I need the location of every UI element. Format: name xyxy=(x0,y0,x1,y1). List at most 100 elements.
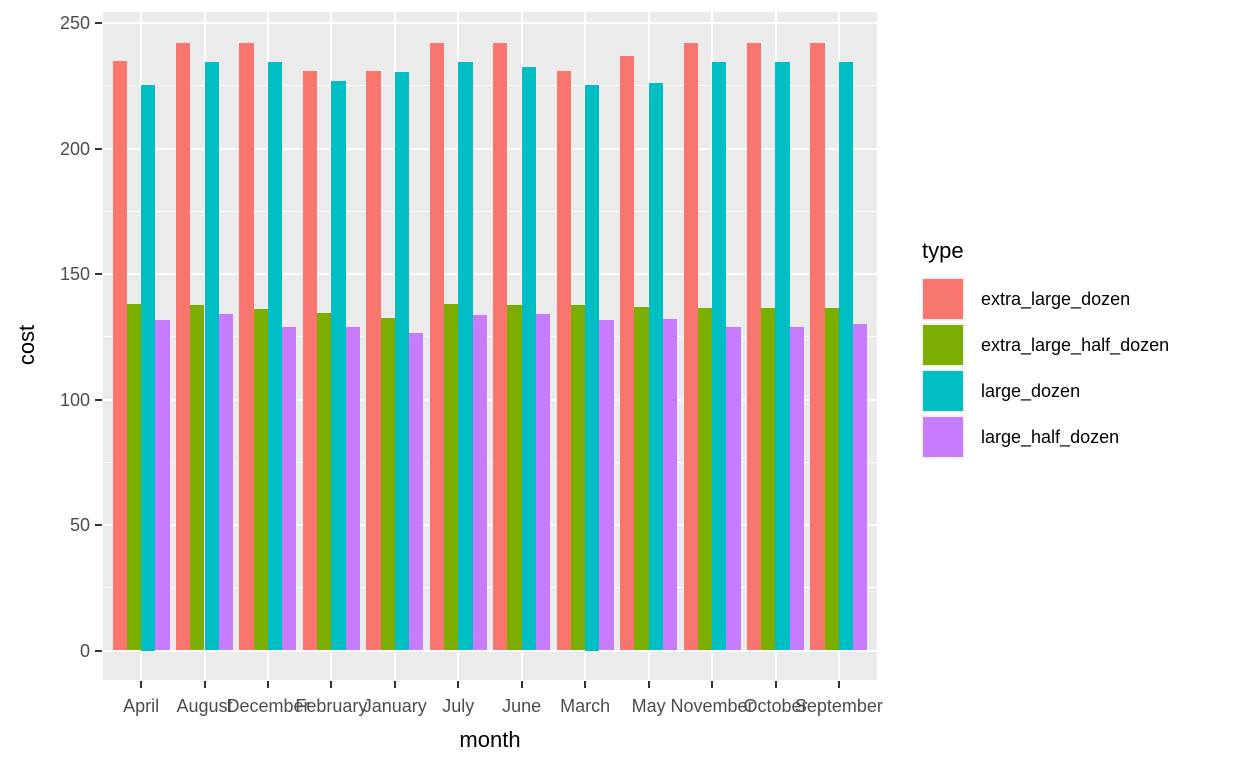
plot-panel xyxy=(103,12,877,680)
bar-large_half_dozen-march xyxy=(599,320,614,651)
x-tick-mark-august xyxy=(203,681,206,688)
gridline-major-y-50 xyxy=(103,524,877,526)
bar-extra_large_dozen-september xyxy=(810,43,825,651)
bar-extra_large_dozen-april xyxy=(112,60,127,651)
bar-large_dozen-november xyxy=(712,61,727,651)
gridline-major-y-150 xyxy=(103,273,877,275)
bar-extra_large_half_dozen-june xyxy=(507,305,522,651)
bar-large_half_dozen-september xyxy=(853,324,868,651)
legend-swatch-extra_large_dozen xyxy=(923,279,963,319)
y-tick-label-200: 200 xyxy=(59,138,90,159)
legend-label-large_half_dozen: large_half_dozen xyxy=(981,427,1120,447)
bar-extra_large_half_dozen-november xyxy=(697,307,713,651)
bar-large_dozen-january xyxy=(394,71,410,651)
x-tick-label-may: May xyxy=(631,696,666,716)
legend-label-large_dozen: large_dozen xyxy=(981,381,1081,401)
y-tick-mark-250 xyxy=(95,22,102,24)
x-tick-mark-march xyxy=(584,681,587,688)
x-tick-label-september: September xyxy=(794,696,883,716)
legend-key-large_half_dozen xyxy=(921,415,965,459)
bar-extra_large_dozen-october xyxy=(746,43,762,651)
gridline-minor-y-25 xyxy=(103,587,877,589)
bar-large_dozen-june xyxy=(521,66,536,651)
legend-swatch-large_dozen xyxy=(923,371,963,411)
bar-extra_large_dozen-march xyxy=(556,70,571,651)
legend-key-extra_large_dozen xyxy=(921,277,965,321)
x-tick-mark-may xyxy=(647,681,650,688)
x-tick-label-august: August xyxy=(176,696,233,716)
x-tick-mark-january xyxy=(393,681,396,688)
bar-extra_large_dozen-august xyxy=(175,43,191,651)
bar-large_half_dozen-july xyxy=(472,315,487,651)
bar-extra_large_half_dozen-august xyxy=(190,305,205,651)
bar-large_dozen-december xyxy=(267,61,283,651)
bar-large_half_dozen-august xyxy=(218,314,234,651)
bar-extra_large_dozen-december xyxy=(239,43,254,651)
gridline-major-y-200 xyxy=(103,147,877,150)
bar-extra_large_half_dozen-may xyxy=(634,306,649,651)
bar-large_dozen-may xyxy=(648,83,663,651)
bar-extra_large_half_dozen-march xyxy=(570,305,586,651)
bar-large_dozen-october xyxy=(775,61,790,651)
x-tick-label-july: July xyxy=(442,696,475,716)
x-tick-mark-april xyxy=(140,681,143,688)
x-tick-mark-february xyxy=(330,681,333,688)
x-tick-mark-october xyxy=(774,681,777,688)
bar-extra_large_half_dozen-april xyxy=(126,304,142,651)
x-tick-label-april: April xyxy=(123,696,160,716)
bar-large_dozen-july xyxy=(458,61,473,651)
x-tick-label-february: February xyxy=(295,696,368,716)
bar-large_dozen-march xyxy=(585,84,600,651)
bar-large_dozen-august xyxy=(204,61,219,651)
gridline-minor-y-175 xyxy=(103,210,877,212)
x-tick-label-october: October xyxy=(743,696,808,716)
bar-large_dozen-april xyxy=(141,84,156,651)
bar-extra_large_dozen-february xyxy=(302,70,318,651)
y-tick-mark-100 xyxy=(95,398,102,401)
bar-extra_large_half_dozen-january xyxy=(380,317,395,651)
y-tick-label-0: 0 xyxy=(79,640,90,661)
gridline-major-y-100 xyxy=(103,398,877,401)
x-tick-mark-september xyxy=(837,681,840,688)
x-tick-mark-july xyxy=(457,681,460,688)
bar-extra_large_dozen-november xyxy=(683,43,698,651)
x-tick-mark-november xyxy=(711,681,713,688)
y-tick-label-250: 250 xyxy=(59,13,90,33)
bar-large_half_dozen-october xyxy=(789,326,805,651)
x-tick-label-january: January xyxy=(362,696,427,716)
legend-swatch-extra_large_half_dozen xyxy=(923,325,963,365)
legend-swatch-large_half_dozen xyxy=(923,417,963,457)
x-axis-title: month xyxy=(459,727,521,752)
legend-key-extra_large_half_dozen xyxy=(921,323,965,367)
bar-extra_large_half_dozen-october xyxy=(761,307,776,651)
bar-large_half_dozen-may xyxy=(662,319,678,651)
gridline-minor-y-75 xyxy=(103,461,877,463)
gridline-major-y-250 xyxy=(103,22,877,24)
bar-large_dozen-february xyxy=(331,80,346,651)
y-tick-mark-0 xyxy=(95,649,102,652)
bar-extra_large_dozen-july xyxy=(429,43,444,651)
bar-extra_large_half_dozen-february xyxy=(317,312,332,651)
legend-title: type xyxy=(922,238,964,263)
bar-extra_large_dozen-june xyxy=(493,43,508,651)
bar-large_half_dozen-january xyxy=(409,332,424,651)
legend-label-extra_large_dozen: extra_large_dozen xyxy=(981,289,1131,309)
x-tick-label-december: December xyxy=(226,696,310,716)
y-tick-label-150: 150 xyxy=(59,264,90,284)
y-axis-title: cost xyxy=(14,324,39,366)
bar-extra_large_dozen-january xyxy=(366,70,381,651)
y-tick-label-100: 100 xyxy=(59,389,90,410)
y-tick-label-50: 50 xyxy=(69,515,90,535)
bar-large_dozen-september xyxy=(838,61,854,651)
bar-extra_large_dozen-may xyxy=(620,55,635,651)
bar-large_half_dozen-april xyxy=(155,320,170,651)
x-tick-label-march: March xyxy=(560,696,611,716)
legend-label-extra_large_half_dozen: extra_large_half_dozen xyxy=(981,335,1170,355)
bar-extra_large_half_dozen-september xyxy=(824,307,839,651)
y-tick-mark-150 xyxy=(95,273,102,275)
bar-extra_large_half_dozen-july xyxy=(444,304,459,651)
x-tick-label-june: June xyxy=(502,696,542,716)
gridline-minor-y-125 xyxy=(103,336,877,338)
gridline-minor-y-225 xyxy=(103,85,877,87)
